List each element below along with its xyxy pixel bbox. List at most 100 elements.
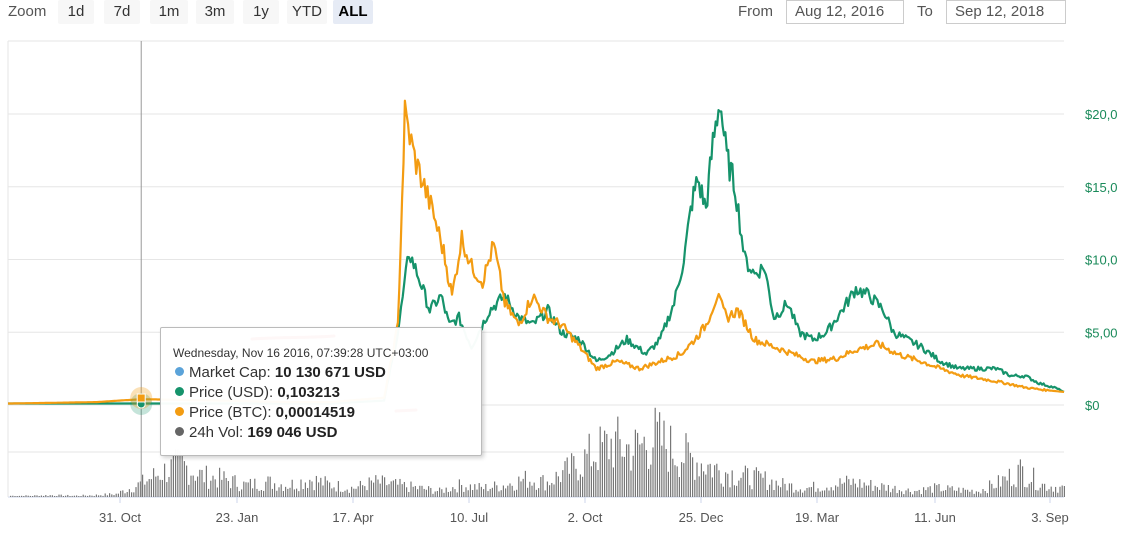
volume-bar — [183, 461, 185, 497]
volume-bar — [676, 466, 678, 497]
volume-bar — [256, 488, 258, 497]
volume-bar — [227, 481, 229, 497]
volume-bar — [216, 487, 218, 497]
volume-bar — [700, 463, 702, 497]
volume-bar — [450, 491, 452, 497]
volume-bar — [214, 479, 216, 497]
volume-bar — [43, 495, 45, 497]
volume-bar — [252, 488, 254, 497]
volume-bar — [27, 495, 29, 497]
volume-bar — [192, 475, 194, 497]
volume-bar — [619, 439, 621, 497]
tooltip-value: 0,00014519 — [275, 404, 355, 421]
volume-bar — [348, 492, 350, 497]
volume-bar — [491, 487, 493, 497]
volume-bar — [718, 470, 720, 497]
volume-bar — [384, 477, 386, 497]
volume-bar — [815, 491, 817, 497]
volume-bar — [898, 490, 900, 497]
volume-bar — [478, 483, 480, 497]
volume-bar — [157, 475, 159, 497]
volume-bar — [692, 457, 694, 497]
volume-bar — [524, 470, 526, 497]
volume-bar — [353, 488, 355, 497]
volume-bar — [357, 486, 359, 497]
volume-bar — [872, 490, 874, 497]
volume-bar — [868, 485, 870, 497]
volume-bar — [927, 487, 929, 497]
volume-bar — [1033, 467, 1035, 497]
volume-bar — [828, 490, 830, 497]
volume-bar — [111, 494, 113, 497]
volume-bar — [905, 490, 907, 497]
volume-bar — [654, 407, 656, 497]
volume-bar — [135, 487, 137, 497]
volume-bar — [916, 491, 918, 497]
volume-bar — [632, 455, 634, 497]
volume-bar — [623, 456, 625, 497]
volume-bar — [870, 479, 872, 497]
volume-bar — [901, 491, 903, 497]
volume-bar — [368, 477, 370, 497]
volume-bar — [542, 475, 544, 497]
volume-bar — [568, 473, 570, 497]
volume-bar — [821, 490, 823, 497]
volume-bar — [276, 490, 278, 497]
from-date-input[interactable]: Aug 12, 2016 — [786, 0, 904, 24]
zoom-button-ytd[interactable]: YTD — [287, 0, 327, 24]
volume-bar — [249, 478, 251, 497]
volume-bar — [494, 481, 496, 497]
zoom-button-3m[interactable]: 3m — [196, 0, 234, 24]
zoom-button-1m[interactable]: 1m — [150, 0, 188, 24]
volume-bar — [960, 492, 962, 497]
volume-bar — [210, 480, 212, 497]
volume-bar — [232, 476, 234, 497]
volume-bar — [648, 468, 650, 497]
volume-bar — [667, 471, 669, 497]
volume-bar — [753, 470, 755, 497]
volume-bar — [841, 483, 843, 497]
volume-bar — [337, 481, 339, 497]
volume-bar — [124, 493, 126, 497]
volume-bar — [1059, 486, 1061, 497]
volume-bar — [487, 491, 489, 497]
volume-bar — [1015, 487, 1017, 497]
volume-bar — [436, 491, 438, 497]
volume-bar — [150, 479, 152, 497]
volume-bar — [234, 475, 236, 497]
volume-bar — [423, 488, 425, 497]
y-tick-label: $0 — [1085, 398, 1099, 413]
volume-bar — [617, 416, 619, 497]
volume-bar — [469, 484, 471, 497]
volume-bar — [199, 469, 201, 497]
zoom-button-1y[interactable]: 1y — [243, 0, 279, 24]
zoom-button-all[interactable]: ALL — [333, 0, 373, 24]
volume-bar — [964, 489, 966, 497]
volume-bar — [729, 487, 731, 497]
volume-bar — [18, 495, 20, 497]
volume-bar — [883, 484, 885, 497]
volume-bar — [496, 485, 498, 497]
zoom-button-7d[interactable]: 7d — [104, 0, 140, 24]
volume-bar — [414, 486, 416, 497]
to-date-input[interactable]: Sep 12, 2018 — [946, 0, 1066, 24]
volume-bar — [861, 487, 863, 497]
volume-bar — [170, 459, 172, 497]
volume-bar — [1030, 482, 1032, 497]
price-btc-dot-icon — [175, 407, 184, 416]
volume-bar — [1019, 459, 1021, 497]
volume-bar — [511, 485, 513, 497]
volume-bar — [978, 491, 980, 497]
y-tick-label: $20,0 — [1085, 107, 1118, 122]
volume-bar — [315, 475, 317, 497]
zoom-button-1d[interactable]: 1d — [58, 0, 94, 24]
volume-bar — [265, 481, 267, 497]
volume-bar — [929, 486, 931, 497]
volume-bar — [181, 455, 183, 497]
volume-bar — [582, 476, 584, 497]
volume-bar — [133, 492, 135, 497]
volume-bar — [322, 485, 324, 497]
volume-bar — [896, 493, 898, 497]
volume-bar — [771, 479, 773, 497]
